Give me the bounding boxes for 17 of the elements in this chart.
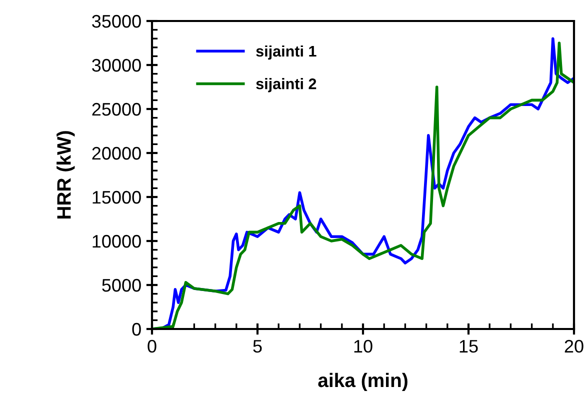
y-axis-title: HRR (kW) <box>56 131 75 219</box>
x-tick-label: 10 <box>354 340 372 353</box>
y-tick-label: 35000 <box>92 14 141 28</box>
legend-label: sijainti 2 <box>256 78 316 92</box>
x-tick-label: 15 <box>460 340 478 353</box>
y-tick-label: 15000 <box>92 190 141 204</box>
x-tick-label: 0 <box>148 340 156 353</box>
x-axis-title: aika (min) <box>318 372 408 392</box>
legend-label: sijainti 1 <box>256 45 316 60</box>
y-tick-label: 20000 <box>92 146 141 160</box>
y-tick-label: 10000 <box>92 234 141 248</box>
y-tick-label: 30000 <box>92 58 141 72</box>
x-tick-label: 20 <box>564 340 584 353</box>
x-tick-label: 5 <box>253 340 262 353</box>
y-tick-label: 0 <box>132 322 141 336</box>
y-tick-label: 5000 <box>102 278 141 292</box>
y-tick-label: 25000 <box>92 102 141 116</box>
